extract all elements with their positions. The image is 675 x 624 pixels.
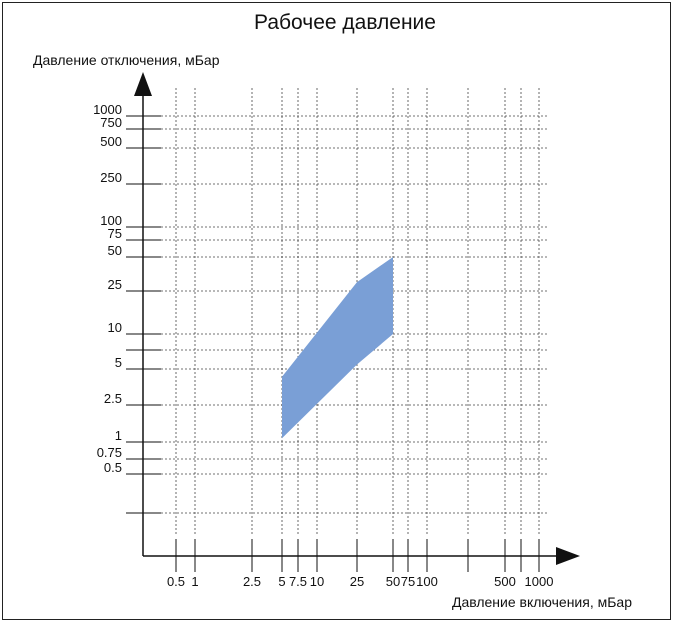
x-tick-label: 7.5: [289, 574, 307, 589]
operating-area: [282, 257, 393, 439]
x-tick-label: 1: [191, 574, 198, 589]
y-axis-label: Давление отключения, мБар: [33, 52, 220, 68]
y-tick-label: 1000: [93, 102, 122, 117]
x-tick-label: 75: [401, 574, 415, 589]
grid-lines: [161, 88, 548, 536]
y-axis-arrow-icon: [134, 72, 152, 96]
y-tick-label: 500: [100, 134, 122, 149]
x-tick-label: 100: [416, 574, 438, 589]
y-tick-label: 25: [108, 277, 122, 292]
y-tick-label: 2.5: [104, 391, 122, 406]
axes: [134, 72, 580, 565]
x-tick-label: 10: [310, 574, 324, 589]
y-tick-label: 250: [100, 170, 122, 185]
y-tick-label: 50: [108, 243, 122, 258]
y-tick-label: 100: [100, 213, 122, 228]
x-axis-label: Давление включения, мБар: [452, 594, 632, 610]
x-tick-label: 5: [278, 574, 285, 589]
x-tick-label: 25: [350, 574, 364, 589]
x-axis-arrow-icon: [556, 547, 580, 565]
operating-range-area: [282, 257, 393, 439]
x-tick-label: 0.5: [167, 574, 185, 589]
y-tick-label: 0.75: [97, 445, 122, 460]
y-tick-label: 5: [115, 355, 122, 370]
y-tick-label: 1: [115, 428, 122, 443]
x-tick-label: 500: [494, 574, 516, 589]
y-tick-label: 10: [108, 320, 122, 335]
y-tick-label: 0.5: [104, 460, 122, 475]
chart-title: Рабочее давление: [254, 11, 436, 34]
x-tick-label: 50: [386, 574, 400, 589]
y-tick-label: 75: [108, 226, 122, 241]
x-tick-label: 2.5: [243, 574, 261, 589]
x-ticks: 0.5 1 2.5 5 7.5 10 25 50 75 100 500 1000: [167, 539, 554, 589]
y-tick-label: 750: [100, 115, 122, 130]
x-tick-label: 1000: [525, 574, 554, 589]
